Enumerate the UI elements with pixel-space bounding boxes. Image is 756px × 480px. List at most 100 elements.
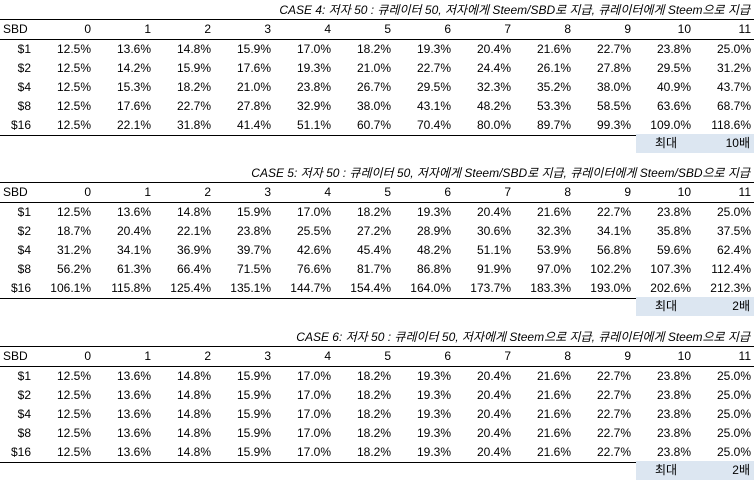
table-cell: 18.2%: [356, 369, 391, 383]
table-cell: 62.4%: [716, 243, 751, 257]
header-cell: 3: [264, 22, 271, 36]
header-cell: 11: [738, 349, 751, 363]
table-cell: 18.2%: [356, 42, 391, 56]
table-cell: 19.3%: [416, 205, 451, 219]
table-cell: 13.6%: [116, 388, 151, 402]
header-cell: 10: [677, 349, 691, 363]
table-cell: 27.2%: [356, 224, 391, 238]
table-cell: 12.5%: [56, 80, 91, 94]
row-label: $8: [17, 262, 31, 276]
table-cell: 27.8%: [596, 61, 631, 75]
table-cell: 25.0%: [716, 205, 751, 219]
table-cell: 17.0%: [296, 369, 331, 383]
table-cell: 23.8%: [656, 369, 691, 383]
header-cell: 6: [444, 22, 451, 36]
table-cell: 97.0%: [536, 262, 571, 276]
row-label: $2: [17, 388, 31, 402]
table-cell: 99.3%: [596, 118, 631, 132]
table-cell: 12.5%: [56, 99, 91, 113]
header-cell: 9: [624, 349, 631, 363]
table-cell: 68.7%: [716, 99, 751, 113]
table-cell: 86.8%: [416, 262, 451, 276]
header-row: SBD 0 1 2 3 4 5 6 7 8 9 10 11: [0, 182, 754, 203]
table-cell: 202.6%: [650, 281, 691, 295]
header-cell: 4: [324, 185, 331, 199]
row-label: $16: [10, 445, 31, 459]
row-label: $4: [17, 407, 31, 421]
table-cell: 56.2%: [56, 262, 91, 276]
table-cell: 23.8%: [656, 388, 691, 402]
table-cell: 25.0%: [716, 42, 751, 56]
table-cell: 21.6%: [536, 426, 571, 440]
table-cell: 25.5%: [296, 224, 331, 238]
data-table: SBD 0 1 2 3 4 5 6 7 8 9 10 11 $1 12.5% 13.…: [0, 182, 754, 299]
table-cell: 89.7%: [536, 118, 571, 132]
table-cell: 53.9%: [536, 243, 571, 257]
case-title: CASE 6: 저자 50 : 큐레이터 50, 저자에게 Steem으로 지급…: [296, 330, 750, 344]
header-cell: 1: [144, 185, 151, 199]
table-cell: 24.4%: [476, 61, 511, 75]
header-cell: 4: [324, 22, 331, 36]
table-cell: 18.7%: [56, 224, 91, 238]
table-row: $2 12.5% 13.6% 14.8% 15.9% 17.0% 18.2% 19.3% 20.…: [0, 386, 754, 405]
table-cell: 25.0%: [716, 426, 751, 440]
row-label: $4: [17, 80, 31, 94]
table-cell: 12.5%: [56, 407, 91, 421]
table-row: $8 12.5% 13.6% 14.8% 15.9% 17.0% 18.2% 19.3% 20.…: [0, 424, 754, 443]
header-cell: 11: [738, 185, 751, 199]
header-cell: 2: [204, 349, 211, 363]
table-cell: 17.0%: [296, 388, 331, 402]
table-cell: 144.7%: [290, 281, 331, 295]
table-cell: 20.4%: [116, 224, 151, 238]
header-cell: 2: [204, 185, 211, 199]
table-cell: 115.8%: [111, 281, 151, 295]
table-cell: 81.7%: [356, 262, 391, 276]
table-cell: 13.6%: [116, 407, 151, 421]
table-cell: 25.0%: [716, 407, 751, 421]
table-cell: 32.3%: [536, 224, 571, 238]
header-cell: 3: [264, 349, 271, 363]
row-label: $16: [10, 118, 31, 132]
table-cell: 76.6%: [296, 262, 331, 276]
table-row: $1 12.5% 13.6% 14.8% 15.9% 17.0% 18.2% 19.3% 20.…: [0, 203, 754, 223]
max-value: 2배: [732, 299, 750, 313]
header-cell: 4: [324, 349, 331, 363]
header-cell: 6: [444, 349, 451, 363]
table-cell: 45.4%: [356, 243, 391, 257]
table-cell: 25.0%: [716, 369, 751, 383]
table-cell: 36.9%: [176, 243, 211, 257]
header-cell: 11: [738, 22, 751, 36]
table-cell: 14.8%: [176, 426, 211, 440]
row-label: $8: [17, 99, 31, 113]
table-cell: 32.9%: [296, 99, 331, 113]
table-cell: 27.8%: [236, 99, 271, 113]
header-cell: 7: [504, 185, 511, 199]
table-cell: 91.9%: [476, 262, 511, 276]
header-cell: 7: [504, 349, 511, 363]
table-cell: 15.9%: [236, 426, 271, 440]
max-value: 2배: [732, 463, 750, 477]
header-cell: 1: [144, 349, 151, 363]
header-cell: 6: [444, 185, 451, 199]
header-cell: 8: [564, 22, 571, 36]
table-cell: 102.2%: [590, 262, 631, 276]
table-cell: 22.7%: [596, 388, 631, 402]
table-cell: 20.4%: [476, 407, 511, 421]
table-cell: 15.9%: [236, 407, 271, 421]
table-cell: 17.0%: [296, 426, 331, 440]
table-cell: 22.7%: [596, 445, 631, 459]
table-cell: 17.0%: [296, 407, 331, 421]
header-cell: 8: [564, 349, 571, 363]
table-cell: 23.8%: [236, 224, 271, 238]
table-cell: 20.4%: [476, 445, 511, 459]
table-cell: 51.1%: [296, 118, 331, 132]
table-cell: 19.3%: [416, 445, 451, 459]
table-cell: 193.0%: [590, 281, 631, 295]
row-label: $16: [10, 281, 31, 295]
table-cell: 135.1%: [230, 281, 271, 295]
table-cell: 20.4%: [476, 388, 511, 402]
header-cell: 0: [84, 185, 91, 199]
table-cell: 14.8%: [176, 42, 211, 56]
table-cell: 12.5%: [56, 42, 91, 56]
table-cell: 18.2%: [176, 80, 211, 94]
